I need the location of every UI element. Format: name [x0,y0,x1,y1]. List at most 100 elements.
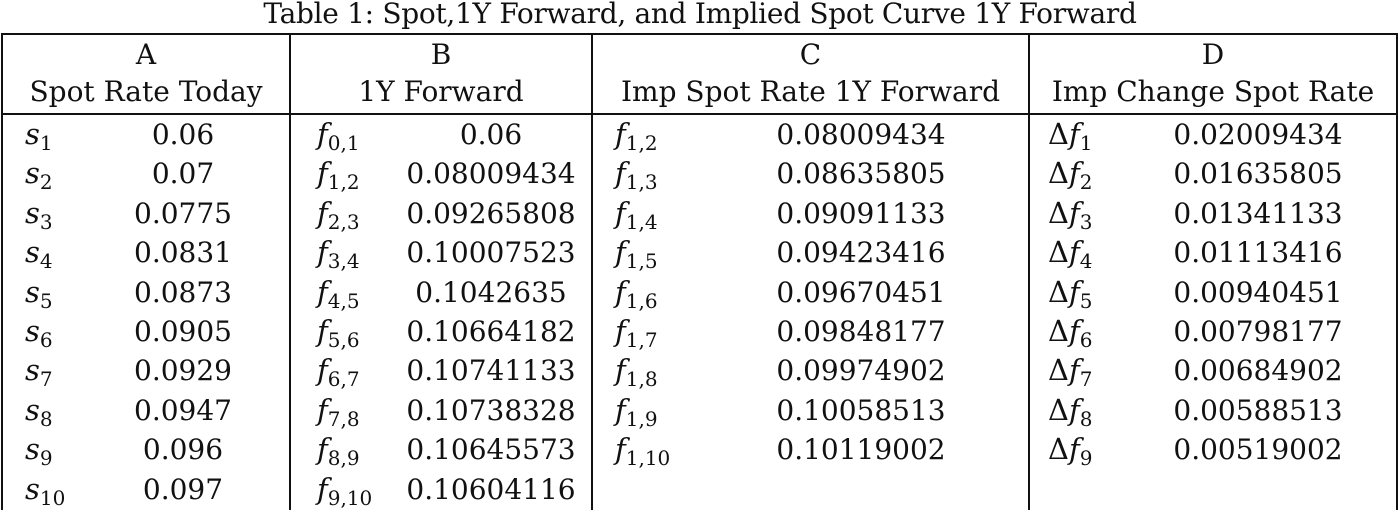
column-a: A Spot Rate Today s1 0.06 s2 0.07 s3 0.0775 s4… [3,35,291,510]
table-row: s2 0.07 [3,154,289,195]
row-value: 0.09265808 [406,196,576,230]
row-symbol: f1,6 [615,273,658,313]
row-symbol: s4 [25,233,53,273]
row-value: 0.00684902 [1173,354,1343,388]
row-value: 0.0873 [134,275,232,309]
table-row: f1,3 0.08635805 [593,154,1028,194]
delta-symbol: Δ [1048,353,1069,388]
delta-symbol: Δ [1048,432,1069,467]
row-symbol: f0,1 [317,115,360,155]
row-value: 0.0905 [134,315,232,348]
row-value: 0.0775 [134,196,232,230]
table-row: s9 0.096 [3,430,289,470]
row-symbol: f1,7 [615,312,658,352]
symbol-subscript: 1 [1079,131,1093,155]
table-row: s1 0.06 [3,115,289,155]
row-value: 0.09848177 [776,315,946,348]
table-row: Δf5 0.00940451 [1030,273,1396,313]
symbol-subscript: 1,6 [625,288,658,313]
row-value: 0.10664182 [406,315,576,348]
symbol-subscript: 1,5 [625,249,658,274]
row-value: 0.08635805 [776,157,946,191]
row-symbol: f1,2 [317,154,360,195]
table-caption: Table 1: Spot,1Y Forward, and Implied Sp… [263,0,1137,30]
column-title: Imp Spot Rate 1Y Forward [621,75,1000,108]
table-row: f2,3 0.09265808 [291,194,591,234]
symbol-letter: f [317,392,328,427]
row-value: 0.10604116 [406,472,576,506]
row-value: 0.00940451 [1173,275,1343,309]
symbol-letter: s [25,392,40,427]
symbol-subscript: 2 [39,170,53,195]
symbol-letter: s [25,274,40,309]
symbol-subscript: 8 [1079,406,1093,431]
table-row: Δf4 0.01113416 [1030,233,1396,273]
table-row: f7,8 0.10738328 [291,391,591,431]
symbol-letter: f [317,156,328,191]
column-c: C Imp Spot Rate 1Y Forward f1,2 0.0800943… [593,35,1030,510]
row-symbol: f1,10 [615,430,670,470]
table-row: s10 0.097 [3,470,289,510]
symbol-letter: f [317,432,328,467]
row-value: 0.01341133 [1173,196,1343,230]
row-value: 0.08009434 [776,118,946,151]
symbol-subscript: 1,8 [625,367,658,392]
symbol-letter: f [615,353,626,388]
table-row: f1,8 0.09974902 [593,351,1028,392]
table-row: f1,9 0.10058513 [593,391,1028,431]
symbol-subscript: 1,7 [625,328,658,352]
symbol-letter: f [615,195,626,230]
row-symbol: f1,5 [615,233,658,274]
table-row: f1,5 0.09423416 [593,233,1028,274]
header-rule [1030,113,1396,115]
row-value: 0.10119002 [776,433,946,467]
table-row: f1,2 0.08009434 [291,154,591,195]
symbol-subscript: 9,10 [327,485,373,510]
table-row: f1,6 0.09670451 [593,273,1028,313]
row-symbol: f7,8 [317,391,360,431]
symbol-letter: f [1068,156,1080,191]
symbol-subscript: 0,1 [327,131,360,155]
column-title: Spot Rate Today [29,75,263,108]
symbol-subscript: 8,9 [327,446,360,471]
symbol-subscript: 6,7 [327,367,360,392]
table-row: f5,6 0.10664182 [291,312,591,352]
table-row: f4,5 0.1042635 [291,273,591,313]
symbol-subscript: 1,9 [625,406,658,431]
symbol-letter: f [1068,392,1080,427]
symbol-letter: f [1068,353,1080,388]
table-row: f1,10 0.10119002 [593,430,1028,470]
row-symbol: f1,8 [615,351,658,392]
symbol-subscript: 3 [39,209,53,234]
column-d: D Imp Change Spot Rate Δf1 0.02009434 Δf2 0… [1030,35,1396,510]
row-value: 0.06 [151,118,215,151]
symbol-letter: f [615,314,626,348]
row-symbol: Δf9 [1048,430,1092,470]
symbol-letter: f [1068,274,1080,309]
symbol-subscript: 1,2 [327,170,360,195]
delta-symbol: Δ [1048,235,1069,270]
row-symbol: f9,10 [317,470,373,510]
header-rule [593,113,1028,115]
row-value: 0.10741133 [406,354,576,388]
table-row: Δf7 0.00684902 [1030,351,1396,391]
symbol-subscript: 5 [1079,288,1093,313]
row-symbol: f8,9 [317,430,360,471]
delta-symbol: Δ [1048,274,1069,309]
symbol-letter: f [317,314,328,348]
row-symbol: f2,3 [317,194,360,234]
symbol-letter: s [25,471,40,506]
row-value: 0.10058513 [776,393,946,427]
column-title: Imp Change Spot Rate [1051,75,1375,108]
symbol-letter: f [317,471,328,506]
column-letter: D [1201,38,1225,71]
table-row: s3 0.0775 [3,194,289,234]
symbol-letter: f [1068,314,1080,348]
row-value: 0.01113416 [1173,236,1343,270]
symbol-letter: f [615,432,626,467]
row-symbol: Δf5 [1048,273,1093,313]
table-row: s7 0.0929 [3,351,289,391]
row-symbol: s3 [25,194,53,234]
column-title: 1Y Forward [358,75,524,108]
row-symbol: f1,9 [615,391,658,431]
